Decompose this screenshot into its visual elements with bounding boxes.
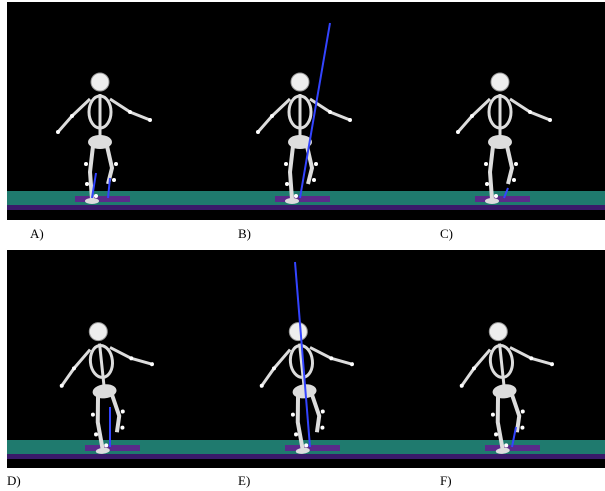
panel-label: B) [238, 226, 251, 241]
force-plate [85, 445, 140, 451]
panel-label: E) [238, 473, 250, 488]
ground-edge [7, 205, 605, 210]
ground-edge [7, 454, 605, 459]
panel-label: A) [30, 226, 44, 241]
figure: A) B) C) D) E) F) [0, 0, 605, 491]
force-plate [475, 196, 530, 202]
force-plate [275, 196, 330, 202]
render-strip [7, 2, 605, 220]
panel-label: D) [7, 473, 21, 488]
panel-label: F) [440, 473, 452, 488]
page: A)B)C)D)E)F) (() => { const data = JSON.… [0, 0, 605, 491]
panel-label: C) [440, 226, 453, 241]
force-plate [75, 196, 130, 202]
force-plate [285, 445, 340, 451]
